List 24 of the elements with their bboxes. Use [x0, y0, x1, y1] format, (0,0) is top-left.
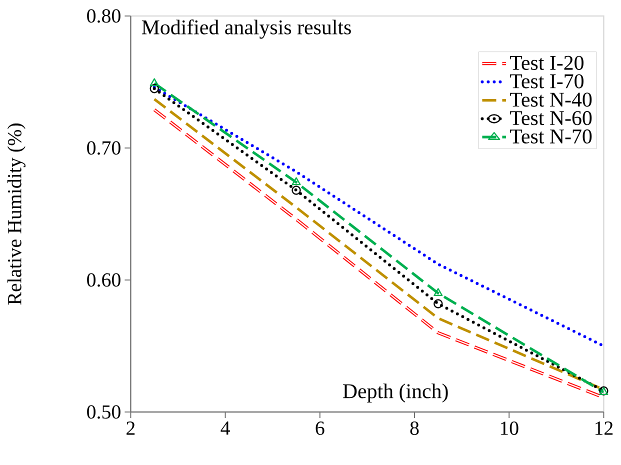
point	[434, 288, 443, 296]
point	[434, 299, 443, 308]
y-tick-label: 0.70	[87, 141, 120, 155]
x-tick-label: 4	[220, 422, 230, 435]
point	[292, 177, 301, 186]
point	[150, 78, 159, 86]
x-tick-label: 12	[595, 422, 613, 435]
x-tick-label: 6	[316, 422, 324, 435]
x-tick-label: 10	[500, 422, 518, 435]
x-axis-title: Depth (inch)	[343, 384, 448, 403]
chart-title: Modified analysis results	[142, 19, 351, 39]
point	[292, 186, 301, 195]
y-tick-label: 0.80	[87, 9, 120, 23]
point	[150, 84, 159, 94]
y-tick-label: 0.60	[87, 273, 120, 287]
x-tick-label: 8	[410, 422, 419, 435]
x-tick-label: 2	[126, 422, 135, 435]
y-axis-title: Relative Humidity (%)	[7, 124, 26, 305]
legend-label: Test N-70	[510, 129, 592, 144]
legend-label: Test N-60	[510, 111, 592, 126]
legend-label: Test I-70	[510, 74, 584, 88]
y-tick-label: 0.50	[87, 405, 120, 419]
legend-label: Test I-20	[510, 56, 584, 70]
legend-label: Test N-40	[510, 92, 592, 107]
